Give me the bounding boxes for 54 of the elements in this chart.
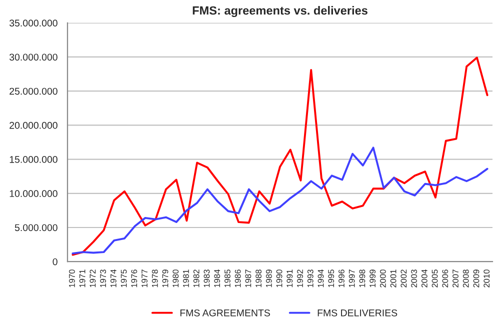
x-tick-label: 1978: [152, 270, 158, 288]
x-tick-label: 1991: [286, 270, 293, 288]
y-tick-label: 0: [52, 258, 58, 266]
x-tick-label: 1975: [120, 270, 127, 288]
x-tick-label: 2008: [462, 270, 469, 288]
x-tick-label: 2001: [390, 270, 396, 288]
x-tick-label: 2010: [484, 270, 490, 288]
x-tick-label: 1986: [234, 270, 241, 288]
legend-label: FMS DELIVERIES: [318, 309, 398, 316]
y-tick-label: 30.000.000: [9, 54, 58, 61]
x-tick-label: 1992: [297, 270, 303, 288]
x-tick-label: 2004: [421, 269, 428, 288]
x-tick-label: 1990: [276, 270, 282, 288]
x-tick-label: 1980: [172, 270, 179, 288]
x-tick-label: 1983: [204, 270, 210, 288]
x-tick-label: 1994: [318, 269, 324, 288]
legend-label: FMS AGREEMENTS: [180, 309, 270, 316]
x-tick-label: 1998: [359, 270, 366, 288]
x-tick-label: 1972: [90, 270, 96, 288]
line-series: [72, 56, 488, 256]
x-tick-label: 1985: [224, 270, 230, 288]
x-tick-label: 1988: [256, 270, 262, 288]
y-tick-label: 35.000.000: [9, 20, 58, 27]
x-tick-label: 1979: [162, 270, 168, 288]
x-tick-label: 1987: [245, 270, 252, 288]
y-tick-label: 15.000.000: [10, 156, 58, 163]
chart-title: FMS: agreements vs. deliveries: [192, 6, 368, 18]
x-tick-label: 1999: [370, 270, 376, 288]
x-tick-label: 2005: [432, 270, 438, 288]
x-tick-label: 1993: [307, 270, 314, 288]
x-tick-label: 1984: [214, 269, 220, 288]
x-tick-label: 2006: [442, 270, 448, 288]
x-tick-label: 1974: [110, 269, 116, 288]
x-tick-label: 1970: [69, 270, 75, 288]
x-tick-label: 2002: [400, 270, 407, 288]
y-tick-label: 5.000.000: [14, 224, 58, 232]
x-tick-label: 1971: [79, 270, 86, 288]
x-tick-label: 2007: [452, 270, 458, 288]
x-tick-label: 2003: [411, 270, 417, 288]
x-tick-label: 1996: [338, 270, 344, 288]
x-tick-label: 1982: [193, 270, 200, 288]
x-tick-label: 1973: [100, 270, 106, 288]
y-tick-label: 10.000.000: [10, 190, 58, 198]
y-tick-label: 25.000.000: [10, 88, 58, 95]
x-tick-label: 2009: [473, 270, 480, 288]
y-tick-label: 20.000.000: [10, 122, 58, 129]
line-series: [72, 146, 488, 254]
x-tick-label: 1995: [328, 270, 334, 288]
x-tick-label: 1989: [266, 270, 272, 288]
x-tick-label: 1981: [183, 270, 189, 288]
x-tick-label: 1977: [142, 270, 148, 288]
x-tick-label: 1997: [348, 270, 355, 288]
x-tick-label: 1976: [131, 270, 138, 288]
x-tick-label: 2000: [380, 270, 386, 288]
